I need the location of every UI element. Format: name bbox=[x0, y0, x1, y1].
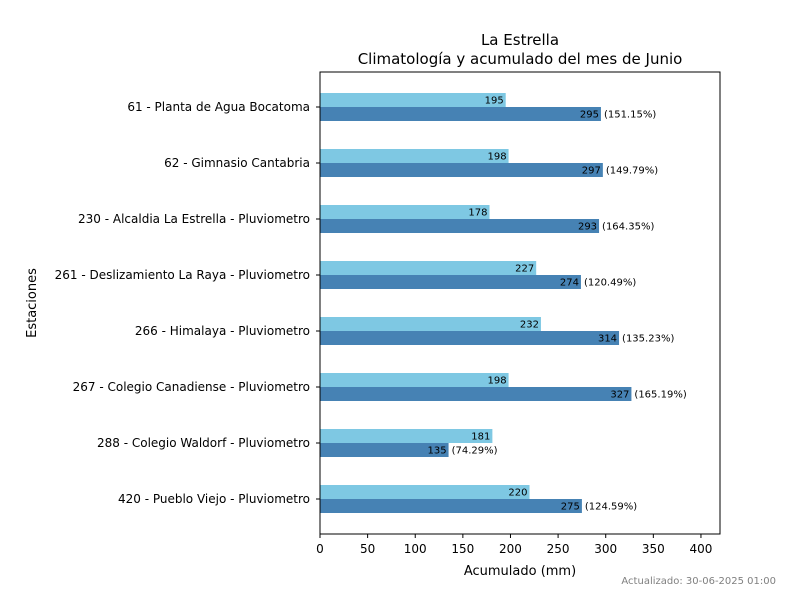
accumulated-bar bbox=[320, 275, 581, 289]
climatology-bar bbox=[320, 373, 509, 387]
bar-value-label: 293 bbox=[578, 222, 597, 233]
bar-percent-label: (120.49%) bbox=[584, 278, 636, 289]
bar-value-label: 195 bbox=[485, 96, 504, 107]
accumulated-bar bbox=[320, 499, 582, 513]
climatology-bar bbox=[320, 93, 506, 107]
accumulated-bar bbox=[320, 443, 449, 457]
accumulated-bar bbox=[320, 387, 632, 401]
bar-value-label: 198 bbox=[487, 152, 506, 163]
y-tick-labels: 61 - Planta de Agua Bocatoma 62 - Gimnasi… bbox=[55, 100, 320, 506]
x-axis-label: Acumulado (mm) bbox=[464, 564, 576, 579]
x-tick-label: 50 bbox=[360, 542, 375, 556]
accumulated-bar bbox=[320, 163, 603, 177]
bar-value-label: 295 bbox=[580, 110, 599, 121]
x-tick-label: 400 bbox=[689, 542, 712, 556]
bar-percent-label: (151.15%) bbox=[604, 110, 656, 121]
bar-value-label: 227 bbox=[515, 264, 534, 275]
bar-percent-label: (74.29%) bbox=[452, 446, 498, 457]
climatology-bar bbox=[320, 429, 493, 443]
plot-frame bbox=[319, 71, 721, 535]
bar-value-label: 274 bbox=[560, 278, 579, 289]
climatology-bar bbox=[320, 205, 490, 219]
x-tick-label: 100 bbox=[404, 542, 427, 556]
bars-layer: 195 295 (151.15%) 198 297 (149.79%) 178 293 (164… bbox=[320, 93, 687, 513]
y-tick-label: 261 - Deslizamiento La Raya - Pluviometr… bbox=[55, 268, 310, 282]
updated-timestamp: Actualizado: 30-06-2025 01:00 bbox=[621, 576, 776, 587]
chart-subtitle: Climatología y acumulado del mes de Juni… bbox=[358, 50, 683, 68]
bar-value-label: 232 bbox=[520, 320, 539, 331]
bar-value-label: 198 bbox=[487, 376, 506, 387]
bar-percent-label: (149.79%) bbox=[606, 166, 658, 177]
y-tick-label: 420 - Pueblo Viejo - Pluviometro bbox=[118, 492, 310, 506]
accumulated-bar bbox=[320, 219, 600, 233]
bar-value-label: 297 bbox=[582, 166, 601, 177]
bar-value-label: 275 bbox=[561, 502, 580, 513]
bar-value-label: 220 bbox=[508, 488, 527, 499]
x-tick-label: 0 bbox=[316, 542, 324, 556]
bar-percent-label: (165.19%) bbox=[634, 390, 686, 401]
y-tick-label: 230 - Alcaldia La Estrella - Pluviometro bbox=[78, 212, 310, 226]
x-tick-label: 250 bbox=[547, 542, 570, 556]
y-tick-label: 266 - Himalaya - Pluviometro bbox=[135, 324, 310, 338]
y-tick-label: 61 - Planta de Agua Bocatoma bbox=[127, 100, 310, 114]
accumulated-bar bbox=[320, 107, 601, 121]
bar-value-label: 135 bbox=[427, 446, 446, 457]
x-tick-label: 150 bbox=[451, 542, 474, 556]
y-axis-label: Estaciones bbox=[25, 268, 40, 338]
bar-value-label: 178 bbox=[468, 208, 487, 219]
bar-value-label: 181 bbox=[471, 432, 490, 443]
x-tick-label: 300 bbox=[594, 542, 617, 556]
bar-value-label: 327 bbox=[610, 390, 629, 401]
y-tick-label: 288 - Colegio Waldorf - Pluviometro bbox=[97, 436, 310, 450]
y-tick-label: 267 - Colegio Canadiense - Pluviometro bbox=[73, 380, 310, 394]
y-tick-label: 62 - Gimnasio Cantabria bbox=[164, 156, 310, 170]
bar-percent-label: (124.59%) bbox=[585, 502, 637, 513]
bar-value-label: 314 bbox=[598, 334, 617, 345]
climatology-bar bbox=[320, 149, 509, 163]
x-tick-label: 350 bbox=[642, 542, 665, 556]
bar-percent-label: (135.23%) bbox=[622, 334, 674, 345]
bar-percent-label: (164.35%) bbox=[602, 222, 654, 233]
accumulated-bar bbox=[320, 331, 620, 345]
climatology-bar bbox=[320, 485, 530, 499]
climatology-bar bbox=[320, 317, 541, 331]
x-tick-label: 200 bbox=[499, 542, 522, 556]
climatology-bar bbox=[320, 261, 537, 275]
chart-title: La Estrella bbox=[481, 31, 559, 49]
x-axis-ticks: 0 50 100 150 200 250 300 350 400 bbox=[316, 534, 712, 556]
